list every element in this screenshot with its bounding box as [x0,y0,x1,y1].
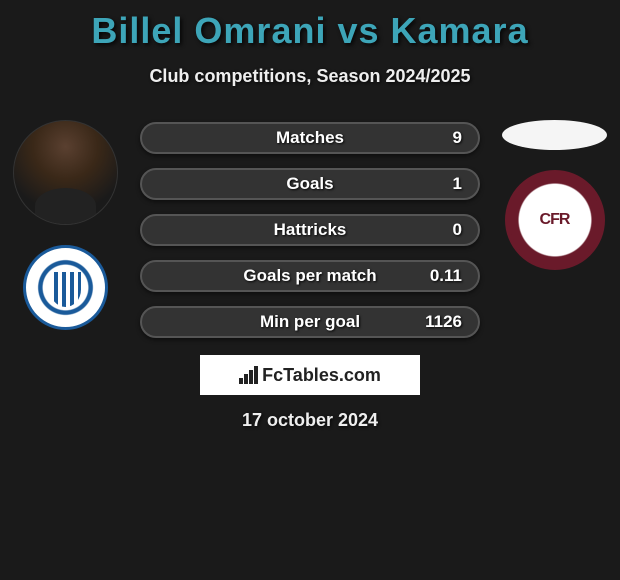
stat-value: 1126 [425,312,462,332]
player-photo-left [13,120,118,225]
brand-attribution: FcTables.com [200,355,420,395]
comparison-title: Billel Omrani vs Kamara [0,0,620,52]
stat-label: Matches [276,128,344,148]
chart-icon [239,366,258,384]
stat-pill: Matches 9 [140,122,480,154]
stat-value: 0 [453,220,462,240]
snapshot-date: 17 october 2024 [0,410,620,431]
stat-value: 9 [453,128,462,148]
club-badge-right-text: CFR [540,211,570,229]
stats-list: Matches 9 Goals 1 Hattricks 0 Goals per … [140,122,480,338]
club-badge-right: CFR [505,170,605,270]
stat-value: 1 [453,174,462,194]
stat-pill: Min per goal 1126 [140,306,480,338]
stat-pill: Goals per match 0.11 [140,260,480,292]
stat-label: Goals per match [243,266,376,286]
left-player-column [8,120,123,330]
brand-text: FcTables.com [262,365,381,386]
stat-pill: Goals 1 [140,168,480,200]
right-player-column: CFR [497,120,612,270]
stat-label: Goals [286,174,333,194]
club-badge-left [23,245,108,330]
season-subtitle: Club competitions, Season 2024/2025 [0,66,620,87]
stat-label: Hattricks [274,220,347,240]
stat-label: Min per goal [260,312,360,332]
stat-pill: Hattricks 0 [140,214,480,246]
player-placeholder-right [502,120,607,150]
stat-value: 0.11 [430,266,462,286]
